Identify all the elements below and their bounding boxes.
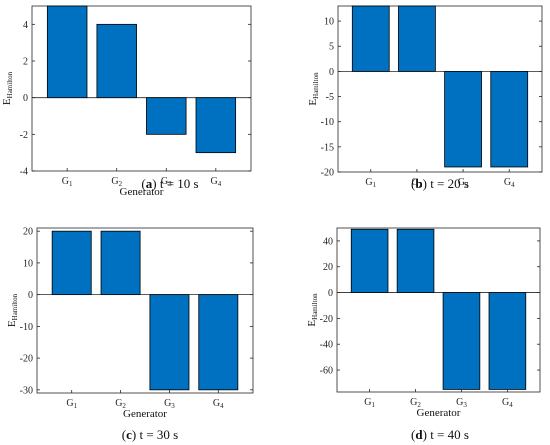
- chart-panel-c: G1 G2 G3 G4 -30 -20 -10 0 10 20 EHamilton Generator…: [6, 227, 254, 442]
- x-tick-label: G1: [62, 176, 73, 188]
- plot-frame: [31, 5, 252, 172]
- y-tick-label: 5: [329, 42, 334, 53]
- chart-panel-b: G1 G2 G3 G4 -20 -15 -10 -5 0 5 10 EHamilton (b) t = …: [307, 5, 543, 191]
- x-axis-label: Generator: [123, 408, 167, 420]
- y-tick-label: -20: [320, 314, 333, 325]
- y-tick-label: 2: [23, 57, 28, 68]
- x-tick-label: G3: [458, 177, 469, 189]
- bar-g3: [444, 70, 482, 168]
- bar-g3: [149, 294, 190, 391]
- plot-frame: [337, 5, 543, 173]
- x-tick-label: G3: [456, 397, 467, 409]
- bar-g4: [490, 70, 529, 168]
- y-axis-label: EHamilton: [307, 72, 320, 106]
- bar-g3: [442, 292, 481, 390]
- y-tick-label: -4: [20, 167, 28, 178]
- y-tick-label: 10: [324, 17, 334, 28]
- chart-panel-a: G1 G2 G3 G4 -4 -2 0 2 4 EHamilton Generator(a) t =…: [1, 5, 252, 198]
- x-axis-label: Generator: [120, 186, 164, 198]
- x-tick-label: G2: [410, 397, 421, 409]
- plot-frame: [336, 227, 541, 393]
- y-tick-label: -10: [321, 117, 334, 128]
- y-tick-label: 0: [328, 288, 333, 299]
- panel-caption: (a) t = 10 s: [141, 176, 198, 191]
- y-tick-label: -20: [321, 168, 334, 179]
- x-tick-label: G3: [161, 176, 172, 188]
- panel-caption: (b) t = 20 s: [411, 176, 469, 191]
- panel-caption: (c) t = 30 s: [122, 427, 178, 442]
- y-tick-label: 40: [323, 236, 333, 247]
- x-tick-label: G3: [164, 398, 175, 410]
- y-tick-label: -20: [20, 354, 33, 365]
- bar-g2: [398, 5, 436, 72]
- bar-g4: [195, 97, 237, 154]
- bar-g1: [351, 5, 390, 72]
- y-axis-label: EHamilton: [1, 71, 14, 105]
- y-tick-label: 0: [329, 67, 334, 78]
- bar-g2: [100, 230, 141, 296]
- bar-g4: [488, 292, 527, 390]
- y-tick-label: -60: [320, 366, 333, 377]
- x-tick-label: G4: [210, 176, 221, 188]
- x-tick-label: G1: [365, 177, 376, 189]
- bar-g1: [46, 5, 88, 99]
- x-tick-label: G2: [111, 176, 122, 188]
- y-tick-label: -30: [20, 385, 33, 396]
- bar-g2: [96, 23, 137, 99]
- x-tick-label: G1: [364, 397, 375, 409]
- y-tick-label: 10: [23, 258, 33, 269]
- y-tick-label: -5: [326, 92, 334, 103]
- chart-panel-d: G1 G2 G3 G4 -60 -40 -20 0 20 40 EHamilton Generator…: [306, 227, 541, 442]
- bar-g4: [198, 294, 239, 391]
- bar-g1: [51, 230, 92, 296]
- bar-g1: [350, 228, 389, 293]
- plot-frame: [36, 227, 254, 394]
- x-tick-label: G2: [412, 177, 423, 189]
- bar-g2: [396, 228, 435, 293]
- panel-caption: (d) t = 40 s: [411, 427, 469, 442]
- y-tick-label: 0: [23, 93, 28, 104]
- y-tick-label: -40: [320, 340, 333, 351]
- x-tick-label: G4: [502, 397, 513, 409]
- y-tick-label: 0: [28, 290, 33, 301]
- x-tick-label: G4: [504, 177, 515, 189]
- x-axis-label: Generator: [417, 407, 461, 419]
- y-tick-label: 20: [323, 262, 333, 273]
- bar-g3: [146, 97, 187, 135]
- y-axis-label: EHamilton: [306, 293, 319, 327]
- y-tick-label: -15: [321, 142, 334, 153]
- x-tick-label: G1: [66, 398, 77, 410]
- y-tick-label: -2: [20, 130, 28, 141]
- y-tick-label: 20: [23, 227, 33, 238]
- y-tick-label: -10: [20, 322, 33, 333]
- y-axis-label: EHamilton: [6, 293, 19, 327]
- x-tick-label: G2: [115, 398, 126, 410]
- x-tick-label: G4: [213, 398, 224, 410]
- y-tick-label: 4: [23, 20, 28, 31]
